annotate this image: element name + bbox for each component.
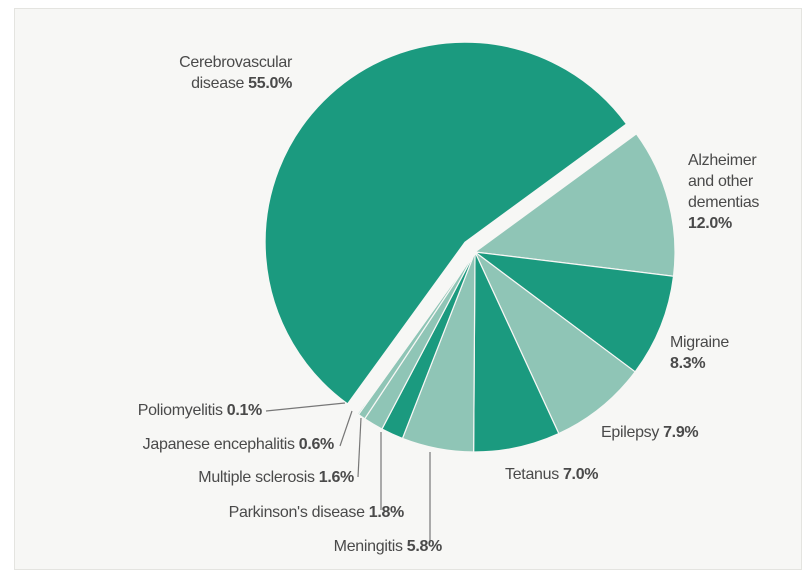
category-name: Multiple sclerosis: [198, 469, 315, 486]
category-name: Migraine: [670, 334, 729, 351]
category-name: Meningitis: [333, 538, 403, 555]
value-label: 7.0%: [562, 466, 599, 483]
slice-label: Parkinson's disease 1.8%: [228, 502, 405, 523]
value-label: 12.0%: [688, 215, 732, 232]
pie-slice: [472, 251, 675, 373]
slice-label: Alzheimer and other dementias 12.0%: [688, 150, 783, 234]
value-label: 0.1%: [226, 402, 263, 419]
slice-label: Multiple sclerosis 1.6%: [198, 467, 354, 488]
value-label: 55.0%: [248, 75, 292, 92]
slice-label: Meningitis 5.8%: [333, 536, 443, 557]
slice-label: Japanese encephalitis 0.6%: [142, 434, 335, 455]
category-name: Japanese encephalitis: [142, 436, 295, 453]
pie-slice: [356, 251, 476, 416]
category-name: Alzheimer and other dementias: [688, 152, 760, 211]
value-label: 1.8%: [368, 504, 405, 521]
slice-label: Migraine 8.3%: [670, 332, 760, 374]
slice-label: Epilepsy 7.9%: [601, 422, 699, 443]
category-name: Parkinson's disease: [228, 504, 365, 521]
category-name: Tetanus: [505, 466, 559, 483]
leader-line: [339, 410, 353, 447]
slice-label: Cerebrovascular disease 55.0%: [120, 52, 292, 94]
category-name: Epilepsy: [601, 424, 660, 441]
slice-label: Poliomyelitis 0.1%: [137, 400, 263, 421]
value-label: 8.3%: [670, 355, 706, 372]
value-label: 7.9%: [663, 424, 699, 441]
pie-slice: [474, 251, 636, 435]
slice-label: Tetanus 7.0%: [505, 464, 599, 485]
pie-slice: [473, 133, 676, 277]
leader-line: [265, 402, 346, 412]
leader-line: [357, 417, 362, 478]
value-label: 5.8%: [406, 538, 443, 555]
value-label: 1.6%: [318, 469, 355, 486]
category-name: Cerebrovascular disease: [179, 54, 292, 92]
pie-slice: [264, 41, 628, 405]
value-label: 0.6%: [298, 436, 335, 453]
category-name: Poliomyelitis: [137, 402, 223, 419]
